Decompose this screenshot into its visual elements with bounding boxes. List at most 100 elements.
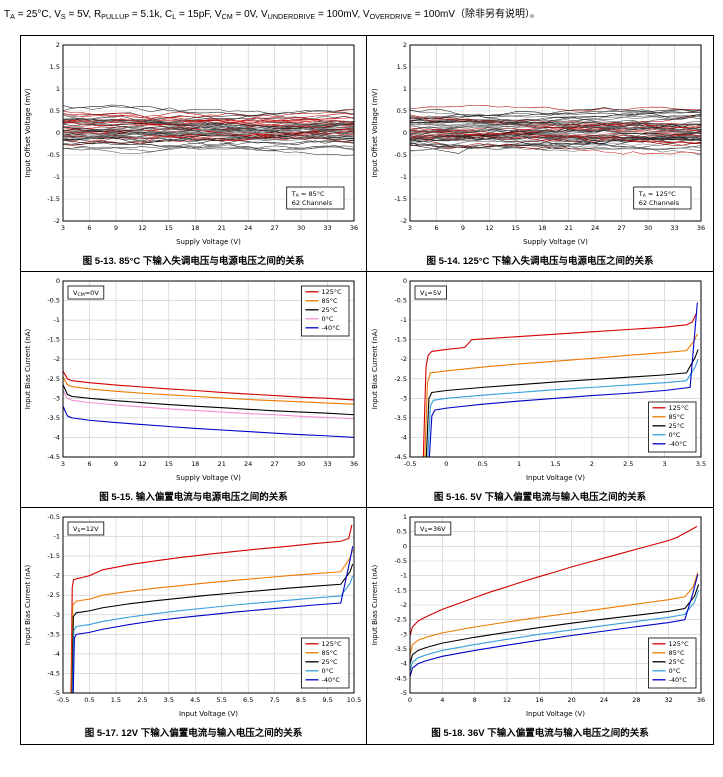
datasheet-page: TA = 25°C, VS = 5V, RPULLUP = 5.1k, CL =… xyxy=(4,9,714,745)
chart-fig5-15: 3 6 9 12 15 18 21 24 27 30 33 36 -4.5 -4 -3.5 -3 -2.5 -2-… xyxy=(21,273,366,487)
chart-caption-fig5-13: 图 5-13. 85°C 下输入失调电压与电源电压之间的关系 xyxy=(82,255,305,267)
svg-text:6.5: 6.5 xyxy=(243,696,253,704)
svg-text:-2.5: -2.5 xyxy=(394,615,407,623)
svg-text:3: 3 xyxy=(407,224,411,232)
svg-text:VS=5V: VS=5V xyxy=(420,289,442,298)
svg-text:6: 6 xyxy=(434,224,438,232)
svg-text:9: 9 xyxy=(460,224,464,232)
svg-text:24: 24 xyxy=(599,696,607,704)
svg-text:-4: -4 xyxy=(54,649,60,657)
svg-text:0: 0 xyxy=(407,696,411,704)
svg-text:0.5: 0.5 xyxy=(396,107,406,115)
chart-caption-fig5-18: 图 5-18. 36V 下输入偏置电流与输入电压之间的关系 xyxy=(431,727,649,739)
svg-text:16: 16 xyxy=(535,696,543,704)
svg-text:-1: -1 xyxy=(400,316,406,324)
svg-text:24: 24 xyxy=(244,224,252,232)
svg-text:25°C: 25°C xyxy=(322,306,339,314)
svg-text:4.5: 4.5 xyxy=(190,696,200,704)
svg-text:-1: -1 xyxy=(400,173,406,181)
svg-text:-1: -1 xyxy=(54,173,60,181)
svg-text:0°C: 0°C xyxy=(668,431,680,439)
svg-text:-3.5: -3.5 xyxy=(394,413,407,421)
svg-text:10.5: 10.5 xyxy=(347,696,361,704)
svg-text:Supply Voltage (V): Supply Voltage (V) xyxy=(176,474,241,482)
svg-text:21: 21 xyxy=(218,224,226,232)
svg-text:-3: -3 xyxy=(54,610,60,618)
svg-text:33: 33 xyxy=(670,224,678,232)
svg-text:-4: -4 xyxy=(400,433,406,441)
svg-text:0: 0 xyxy=(402,129,406,137)
svg-text:-0.5: -0.5 xyxy=(403,460,416,468)
svg-text:-2: -2 xyxy=(400,217,406,225)
svg-text:3.5: 3.5 xyxy=(695,460,705,468)
svg-text:27: 27 xyxy=(270,224,278,232)
svg-text:4: 4 xyxy=(440,696,444,704)
svg-text:12: 12 xyxy=(485,224,493,232)
svg-text:9: 9 xyxy=(114,460,118,468)
svg-text:15: 15 xyxy=(511,224,519,232)
svg-text:33: 33 xyxy=(323,224,331,232)
svg-text:25°C: 25°C xyxy=(322,658,339,666)
svg-text:-0.5: -0.5 xyxy=(394,151,407,159)
svg-text:62 Channels: 62 Channels xyxy=(638,199,679,207)
svg-text:-2.5: -2.5 xyxy=(394,374,407,382)
svg-text:12: 12 xyxy=(138,224,146,232)
svg-text:27: 27 xyxy=(270,460,278,468)
svg-text:30: 30 xyxy=(643,224,651,232)
svg-text:125°C: 125°C xyxy=(668,404,689,412)
svg-text:2.5: 2.5 xyxy=(137,696,147,704)
svg-text:-3.5: -3.5 xyxy=(47,630,60,638)
svg-text:85°C: 85°C xyxy=(322,297,339,305)
svg-text:1: 1 xyxy=(402,85,406,93)
svg-text:-3: -3 xyxy=(400,394,406,402)
svg-text:-4: -4 xyxy=(400,659,406,667)
svg-text:5.5: 5.5 xyxy=(217,696,227,704)
svg-text:-40°C: -40°C xyxy=(322,324,341,332)
svg-text:25°C: 25°C xyxy=(668,422,685,430)
svg-text:9.5: 9.5 xyxy=(322,696,332,704)
svg-text:VCM=0V: VCM=0V xyxy=(73,289,99,298)
chart-fig5-14: 3 6 9 12 15 18 21 24 27 30 33 36 -2 -1.5 -1 -0.5 0 0.5 1 1.… xyxy=(368,37,713,251)
chart-cell-fig5-14: 3 6 9 12 15 18 21 24 27 30 33 36 -2 -1.5 -1 -0.5 0 0.5 1 1.… xyxy=(367,35,713,272)
svg-text:125°C: 125°C xyxy=(322,640,343,648)
svg-text:-2: -2 xyxy=(54,355,60,363)
svg-text:-40°C: -40°C xyxy=(322,676,341,684)
svg-text:0°C: 0°C xyxy=(322,667,334,675)
svg-text:0°C: 0°C xyxy=(668,667,680,675)
svg-text:36: 36 xyxy=(696,696,704,704)
svg-text:25°C: 25°C xyxy=(668,658,685,666)
svg-text:0.5: 0.5 xyxy=(477,460,487,468)
svg-text:Input Bias Current (nA): Input Bias Current (nA) xyxy=(24,328,32,409)
svg-text:-1.5: -1.5 xyxy=(47,335,60,343)
svg-text:62 Channels: 62 Channels xyxy=(292,199,333,207)
chart-fig5-17: -0.5 0.5 1.5 2.5 3.5 4.5 5.5 6.5 7.5 8.5 9.5 10.5 -5… xyxy=(21,509,366,723)
svg-text:12: 12 xyxy=(502,696,510,704)
svg-text:-1.5: -1.5 xyxy=(47,552,60,560)
chart-fig5-16: -0.5 0 0.5 1 1.5 2 2.5 3 3.5 -4.5 -4 -3.5 -3 -2.5 -2 -1… xyxy=(368,273,713,487)
svg-text:Input Voltage (V): Input Voltage (V) xyxy=(525,710,584,718)
svg-text:125°C: 125°C xyxy=(322,288,343,296)
svg-text:-2: -2 xyxy=(54,217,60,225)
svg-text:-0.5: -0.5 xyxy=(47,513,60,521)
svg-text:2: 2 xyxy=(56,41,60,49)
svg-text:15: 15 xyxy=(165,460,173,468)
svg-text:1: 1 xyxy=(517,460,521,468)
chart-fig5-13: 3 6 9 12 15 18 21 24 27 30 33 36 -2 -1.5 -1 -0.5 0 0.5 1 1.… xyxy=(21,37,366,251)
svg-text:-2: -2 xyxy=(400,355,406,363)
svg-text:18: 18 xyxy=(538,224,546,232)
svg-text:36: 36 xyxy=(350,224,358,232)
svg-text:-2: -2 xyxy=(54,571,60,579)
chart-cell-fig5-16: -0.5 0 0.5 1 1.5 2 2.5 3 3.5 -4.5 -4 -3.5 -3 -2.5 -2 -1… xyxy=(367,271,713,508)
svg-text:-1.5: -1.5 xyxy=(394,195,407,203)
svg-text:0: 0 xyxy=(402,277,406,285)
svg-text:1.5: 1.5 xyxy=(550,460,560,468)
chart-cell-fig5-13: 3 6 9 12 15 18 21 24 27 30 33 36 -2 -1.5 -1 -0.5 0 0.5 1 1.… xyxy=(21,35,367,272)
svg-text:0: 0 xyxy=(56,277,60,285)
svg-text:0.5: 0.5 xyxy=(84,696,94,704)
svg-text:TA = 125°C: TA = 125°C xyxy=(637,190,675,199)
svg-text:-4.5: -4.5 xyxy=(394,453,407,461)
chart-fig5-18: 0 4 8 12 16 20 24 28 32 36 -5 -4.5 -4 -3.5 -3 -2.5 -2 -1.… xyxy=(368,509,713,723)
svg-text:2: 2 xyxy=(589,460,593,468)
svg-text:-2: -2 xyxy=(400,601,406,609)
svg-text:-0.5: -0.5 xyxy=(394,296,407,304)
